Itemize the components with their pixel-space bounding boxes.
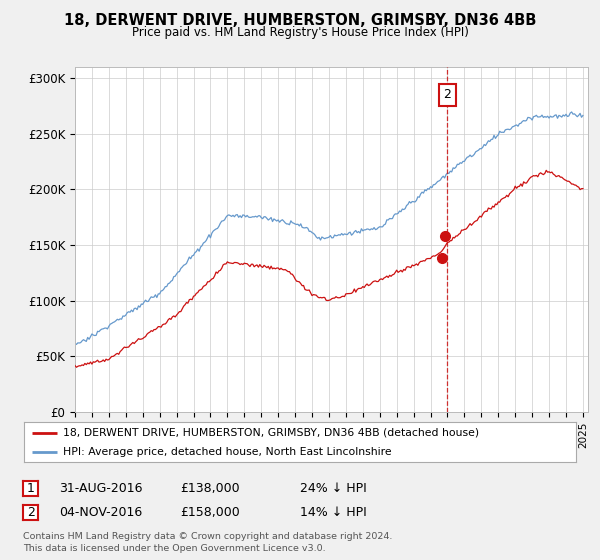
Text: £138,000: £138,000: [180, 482, 239, 495]
Text: 04-NOV-2016: 04-NOV-2016: [59, 506, 142, 519]
Text: 18, DERWENT DRIVE, HUMBERSTON, GRIMSBY, DN36 4BB (detached house): 18, DERWENT DRIVE, HUMBERSTON, GRIMSBY, …: [62, 428, 479, 437]
Text: 2: 2: [443, 88, 451, 101]
Text: 14% ↓ HPI: 14% ↓ HPI: [300, 506, 367, 519]
Text: 24% ↓ HPI: 24% ↓ HPI: [300, 482, 367, 495]
Text: 2: 2: [26, 506, 35, 519]
Text: Contains HM Land Registry data © Crown copyright and database right 2024.
This d: Contains HM Land Registry data © Crown c…: [23, 533, 392, 553]
Text: 31-AUG-2016: 31-AUG-2016: [59, 482, 142, 495]
Text: Price paid vs. HM Land Registry's House Price Index (HPI): Price paid vs. HM Land Registry's House …: [131, 26, 469, 39]
Text: £158,000: £158,000: [180, 506, 240, 519]
Text: 1: 1: [26, 482, 35, 495]
Text: HPI: Average price, detached house, North East Lincolnshire: HPI: Average price, detached house, Nort…: [62, 447, 391, 457]
Text: 18, DERWENT DRIVE, HUMBERSTON, GRIMSBY, DN36 4BB: 18, DERWENT DRIVE, HUMBERSTON, GRIMSBY, …: [64, 13, 536, 28]
